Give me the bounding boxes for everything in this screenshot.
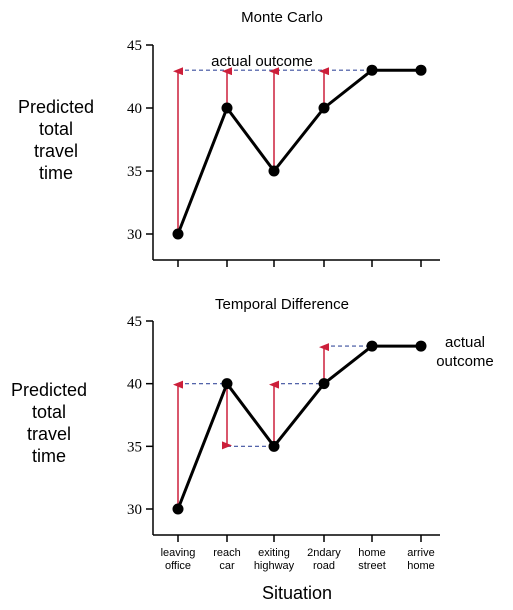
y-tick-label: 45 bbox=[127, 314, 142, 330]
series-line bbox=[176, 68, 421, 235]
x-tick-label: street bbox=[358, 560, 386, 572]
x-tick-label: car bbox=[219, 560, 235, 572]
chart-panel-2: Temporal Difference Predictedtotaltravelt… bbox=[11, 296, 494, 542]
data-point bbox=[415, 340, 427, 352]
actual-outcome-label: actual outcome bbox=[211, 53, 313, 70]
chart-title: Temporal Difference bbox=[215, 296, 349, 313]
data-point bbox=[172, 228, 184, 240]
actual-outcome-label: actual bbox=[445, 334, 485, 351]
series-line bbox=[176, 344, 421, 510]
data-point bbox=[221, 378, 233, 390]
x-tick-label: highway bbox=[254, 560, 295, 572]
y-axis-label: Predicted bbox=[11, 380, 87, 400]
data-point bbox=[318, 102, 330, 114]
x-tick-label: home bbox=[407, 560, 435, 572]
y-tick-label: 35 bbox=[127, 164, 142, 180]
y-axis-label: time bbox=[39, 163, 73, 183]
y-tick-label: 40 bbox=[127, 377, 142, 393]
data-point bbox=[318, 378, 330, 390]
data-point bbox=[366, 340, 378, 352]
y-axis-label: time bbox=[32, 446, 66, 466]
y-tick-label: 40 bbox=[127, 101, 142, 117]
data-point bbox=[221, 102, 233, 114]
y-axis-label: total bbox=[39, 119, 73, 139]
chart-title: Monte Carlo bbox=[241, 9, 323, 26]
x-tick-label: 2ndary bbox=[307, 547, 341, 559]
actual-outcome-label: outcome bbox=[436, 353, 494, 370]
x-tick-label: road bbox=[313, 560, 335, 572]
y-tick-label: 30 bbox=[127, 502, 142, 518]
x-axis-label: Situation bbox=[262, 583, 332, 603]
x-tick-label: office bbox=[165, 560, 191, 572]
data-point bbox=[268, 440, 280, 452]
y-tick-label: 35 bbox=[127, 439, 142, 455]
x-tick-label: home bbox=[358, 547, 386, 559]
x-tick-label: arrive bbox=[407, 547, 435, 559]
data-point bbox=[172, 503, 184, 515]
x-tick-label: leaving bbox=[161, 547, 196, 559]
y-axis-label: travel bbox=[27, 424, 71, 444]
data-point bbox=[366, 64, 378, 76]
y-axis-label: travel bbox=[34, 141, 78, 161]
y-tick-label: 30 bbox=[127, 227, 142, 243]
x-tick-label: exiting bbox=[258, 547, 290, 559]
data-point bbox=[268, 165, 280, 177]
y-tick-label: 45 bbox=[127, 38, 142, 54]
data-point bbox=[415, 64, 427, 76]
y-axis-label: Predicted bbox=[18, 97, 94, 117]
y-axis-label: total bbox=[32, 402, 66, 422]
x-tick-label: reach bbox=[213, 547, 241, 559]
